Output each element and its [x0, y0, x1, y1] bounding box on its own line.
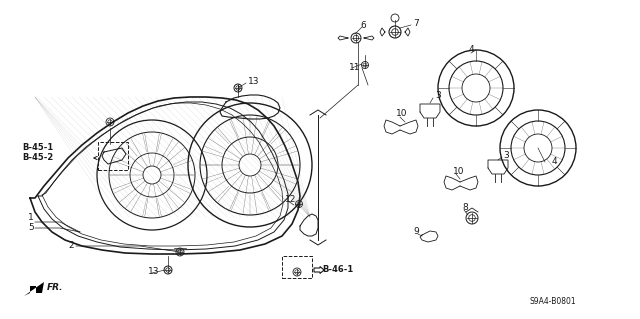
Text: 12: 12	[285, 196, 296, 204]
Text: 2: 2	[68, 241, 74, 250]
Text: 13: 13	[148, 268, 159, 277]
Bar	[282, 256, 312, 278]
Text: B-46-1: B-46-1	[322, 265, 353, 275]
Text: B-45-2: B-45-2	[22, 153, 53, 162]
Text: 3: 3	[503, 151, 509, 160]
Text: 13: 13	[248, 78, 259, 86]
Text: 6: 6	[360, 21, 365, 31]
Text: 10: 10	[396, 109, 408, 118]
Text: 9: 9	[413, 227, 419, 236]
Text: 4: 4	[468, 46, 474, 55]
Text: 11: 11	[349, 63, 360, 72]
Text: B-45-1: B-45-1	[22, 144, 53, 152]
Text: 10: 10	[453, 167, 465, 176]
Text: FR.: FR.	[47, 284, 63, 293]
Text: S9A4-B0801: S9A4-B0801	[530, 298, 577, 307]
Text: 3: 3	[435, 92, 441, 100]
Text: 8: 8	[462, 204, 468, 212]
Text: 5: 5	[28, 224, 34, 233]
Text: 7: 7	[413, 19, 419, 28]
Text: 1: 1	[28, 213, 34, 222]
Polygon shape	[24, 282, 44, 296]
Bar	[98, 142, 128, 170]
Text: 4: 4	[551, 158, 557, 167]
